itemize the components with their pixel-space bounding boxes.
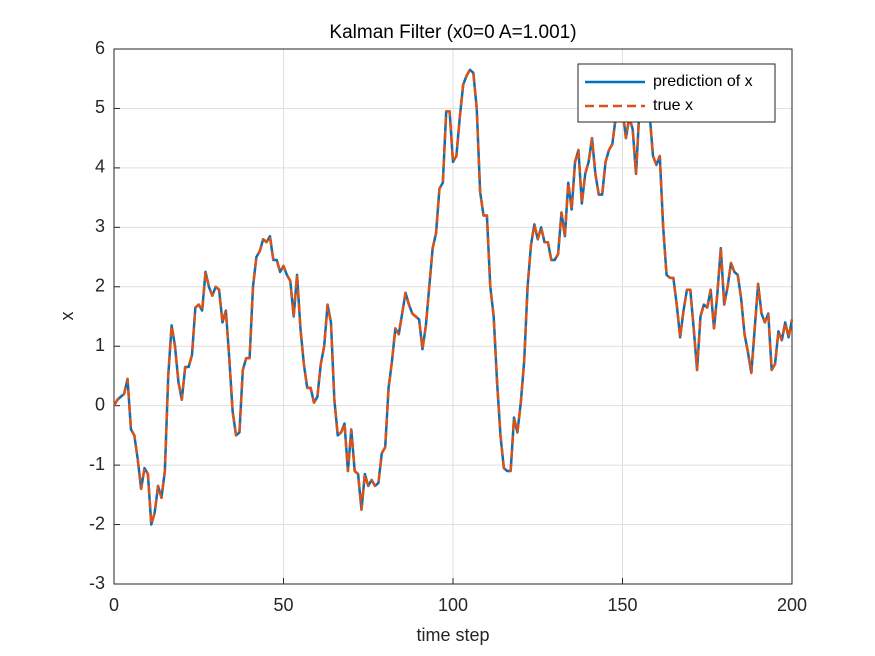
x-tick-label: 0 <box>109 595 119 615</box>
y-tick-label: 5 <box>95 97 105 117</box>
y-tick-label: 4 <box>95 157 105 177</box>
y-tick-label: -2 <box>89 513 105 533</box>
x-tick-label: 100 <box>438 595 468 615</box>
legend-label: prediction of x <box>653 73 753 90</box>
y-tick-label: 0 <box>95 394 105 414</box>
legend: prediction of x true x <box>577 63 776 123</box>
chart-title: Kalman Filter (x0=0 A=1.001) <box>329 22 576 43</box>
x-tick-label: 50 <box>273 595 293 615</box>
axes-box <box>113 48 793 585</box>
series-line <box>112 68 794 526</box>
y-tick-label: 6 <box>95 38 105 58</box>
x-tick-label: 150 <box>607 595 637 615</box>
y-tick-label: 2 <box>95 276 105 296</box>
legend-box <box>577 63 776 123</box>
y-tick-label: -1 <box>89 454 105 474</box>
y-tick-label: 1 <box>95 335 105 355</box>
legend-label: true x <box>653 97 693 114</box>
y-tick-label: 3 <box>95 216 105 236</box>
x-tick-label: 200 <box>777 595 807 615</box>
x-axis-label: time step <box>416 625 489 645</box>
y-tick-label: -3 <box>89 573 105 593</box>
y-axis-label: x <box>57 312 77 321</box>
